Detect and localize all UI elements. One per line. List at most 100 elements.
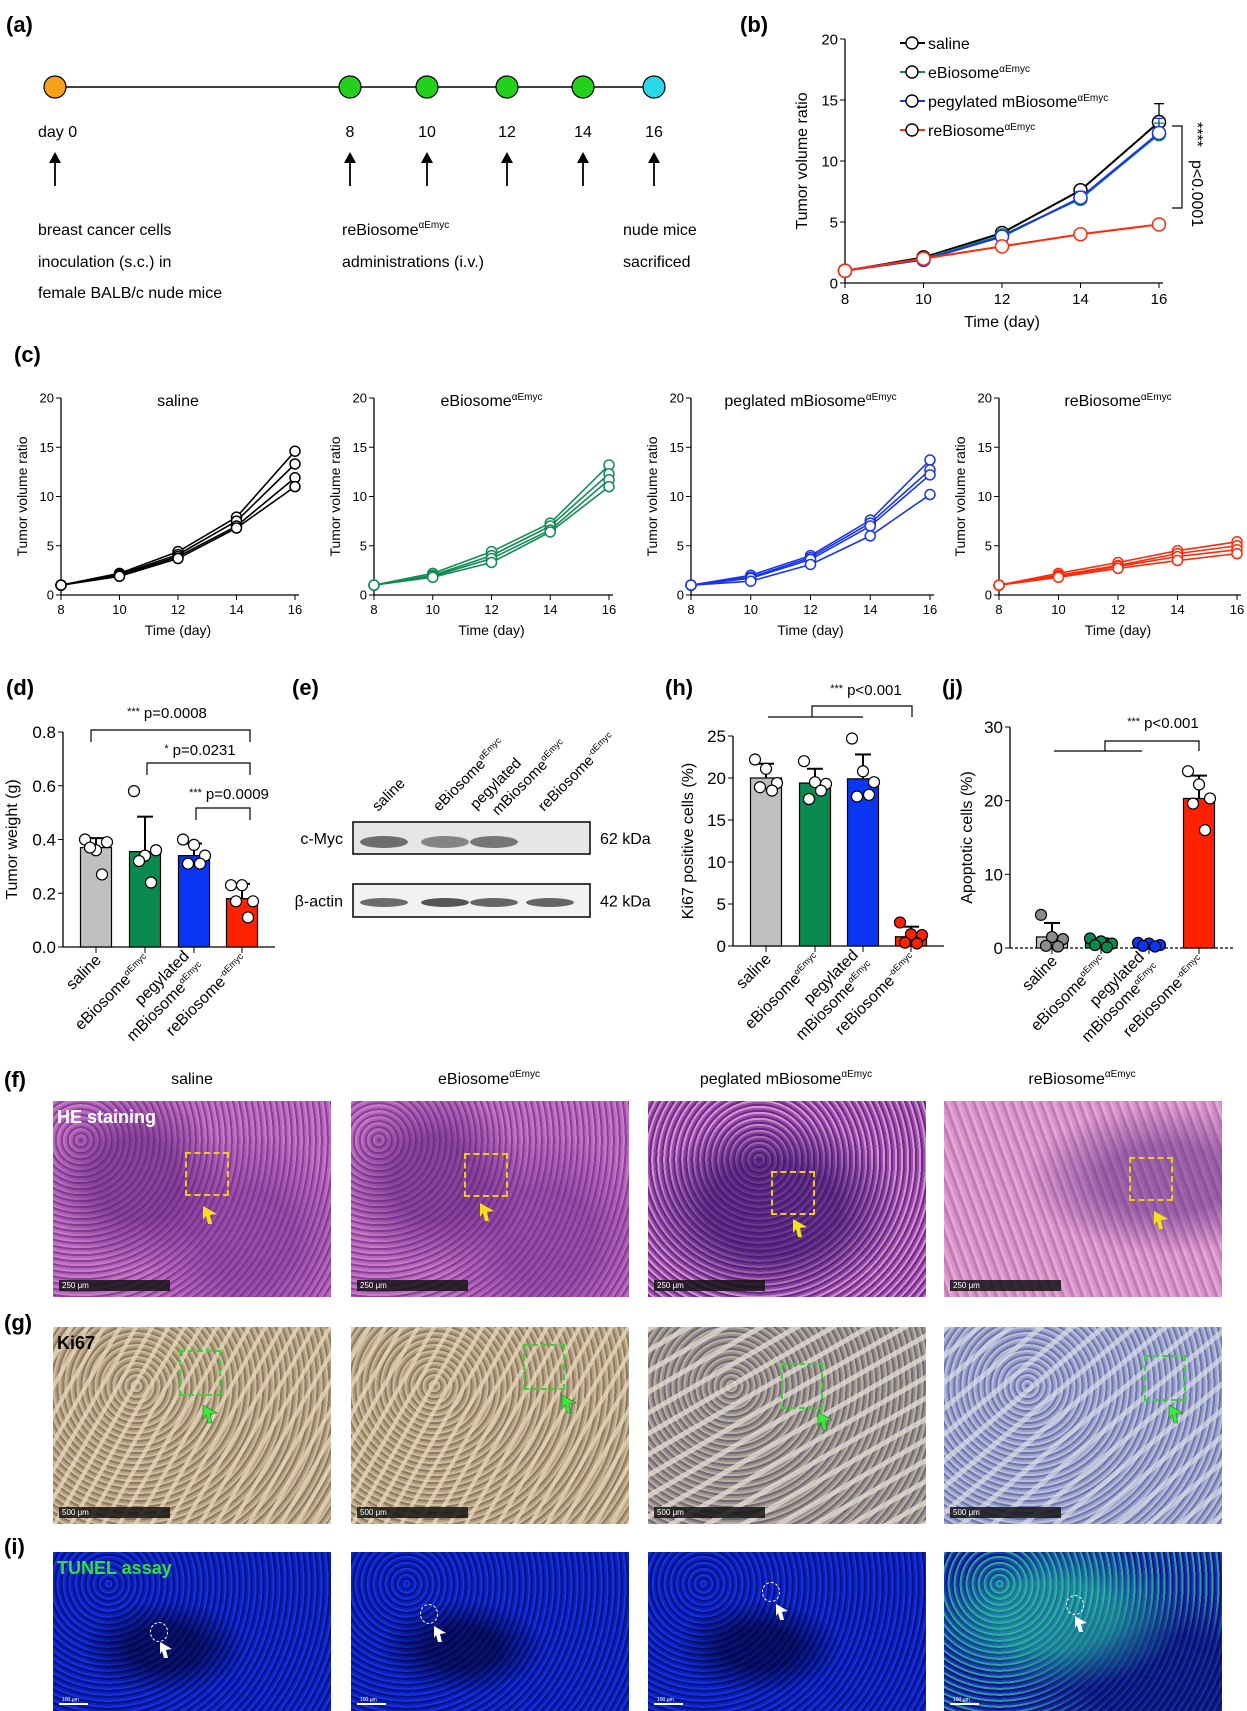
chart-title: saline — [157, 393, 199, 410]
micrograph-title-ebiosome: eBiosomeαEmyc — [438, 1069, 540, 1088]
data-point — [898, 936, 912, 949]
tunel-image-rebiosome: 100 μm — [944, 1552, 1222, 1711]
data-point-series-2 — [924, 469, 936, 481]
significance-stars: *** — [830, 683, 844, 695]
data-point — [235, 879, 249, 892]
protein-label: c-Myc — [300, 831, 343, 848]
data-point-series-3 — [1073, 226, 1088, 242]
chart-title-sup: αEmyc — [1141, 392, 1172, 403]
panel-label-b: (b) — [740, 12, 768, 37]
up-arrow-head-icon — [49, 152, 61, 163]
data-point-series-2 — [1151, 125, 1167, 141]
administration-name: reBiosome — [342, 222, 419, 239]
y-tick-label: 20 — [707, 769, 726, 788]
chart-title-main: reBiosome — [1064, 393, 1141, 410]
legend-label-main: pegylated mBiosome — [928, 94, 1078, 111]
data-point-series-2 — [1073, 190, 1088, 205]
data-point-series-3 — [916, 251, 931, 266]
timepoint-marker — [43, 75, 67, 99]
chart-c-pegylated: 0 5 10 15 20 8 10 12 14 16 Time (day) Tumor volume … — [644, 391, 937, 638]
x-tick-label: 16 — [602, 602, 616, 617]
timeline-panel: day 0 8 10 12 14 16 breast cancer cells inocu… — [38, 75, 697, 302]
data-point-series-2 — [864, 520, 876, 532]
x-tick-label: 16 — [1151, 291, 1168, 308]
x-tick-label: saline — [733, 951, 775, 993]
data-point — [748, 753, 762, 766]
data-point-series-3 — [1231, 547, 1243, 560]
protein-band — [470, 898, 518, 907]
y-tick-label: 5 — [985, 538, 992, 553]
up-arrow-head-icon — [421, 152, 433, 163]
tunel-image-saline: TUNEL assay 100 μm — [53, 1552, 331, 1711]
roi-box — [781, 1363, 823, 1409]
inoculation-text-1: breast cancer cells — [38, 222, 171, 239]
data-point — [867, 776, 881, 789]
x-tick-label: 14 — [863, 602, 877, 617]
scale-bar: 100 μm — [950, 1697, 979, 1705]
p-value-label: p<0.0001 — [1188, 160, 1205, 227]
data-point-series-3 — [603, 480, 615, 493]
y-tick-label: 0 — [47, 588, 54, 603]
x-tick-label: 14 — [1170, 602, 1184, 617]
lane-label: saline — [369, 775, 409, 815]
y-axis-title: Ki67 positive cells (%) — [680, 763, 697, 920]
roi-box — [179, 1350, 221, 1396]
data-point — [229, 895, 243, 908]
x-tick-label: 12 — [484, 602, 498, 617]
title-sup: αEmyc — [509, 1069, 540, 1080]
ki67-image-rebiosome: 500 μm — [944, 1327, 1222, 1524]
y-tick-label: 0 — [830, 275, 838, 292]
y-tick-label: 5 — [47, 538, 54, 553]
sacrifice-text-1: nude mice — [623, 222, 697, 239]
scale-bar: 250 μm — [357, 1280, 468, 1291]
y-axis-title: Tumor volume ratio — [644, 436, 660, 556]
chart-title: peglated mBiosomeαEmyc — [724, 392, 896, 410]
bar-0 — [749, 777, 783, 947]
x-tick-label: 16 — [1230, 602, 1244, 617]
p-value-label: p=0.0009 — [206, 786, 269, 803]
data-point — [845, 732, 859, 745]
significance-bracket — [195, 807, 251, 820]
roi-circle — [420, 1604, 438, 1624]
lane-label-main: saline — [369, 775, 409, 815]
data-point-series-3 — [1112, 562, 1124, 575]
scale-bar: 500 μm — [950, 1507, 1061, 1518]
title-sup: αEmyc — [841, 1069, 872, 1080]
chart-title-main: saline — [157, 393, 199, 410]
y-axis-title: Tumor volume ratio — [952, 436, 968, 556]
title-main: eBiosome — [438, 1071, 509, 1088]
protein-band — [421, 898, 469, 907]
y-tick-label: 15 — [40, 440, 54, 455]
data-point — [1148, 940, 1162, 953]
y-tick-label: 10 — [707, 853, 726, 872]
data-point-series-3 — [230, 522, 243, 534]
y-tick-label: 20 — [821, 31, 838, 48]
data-point — [1198, 824, 1212, 837]
x-tick-label: 10 — [112, 602, 126, 617]
y-tick-label: 0 — [360, 588, 367, 603]
chart-b-tumor-volume-mean: 0 5 10 15 20 8 10 12 14 16 Time (day) Tumor volume … — [794, 31, 1205, 331]
x-tick-label-sup: αEmyc — [792, 950, 819, 977]
x-tick-label-sup: αEmyc — [1078, 952, 1105, 979]
data-point — [1203, 792, 1217, 805]
data-point-series-0 — [289, 445, 301, 457]
he-staining-label: HE staining — [57, 1107, 157, 1127]
x-tick-label: 10 — [744, 602, 758, 617]
data-point — [856, 765, 870, 778]
legend-marker — [905, 123, 919, 137]
roi-box — [523, 1344, 565, 1390]
series-line-2 — [373, 479, 610, 586]
data-point-series-3 — [368, 579, 380, 591]
data-point — [1039, 939, 1053, 952]
data-point-series-3 — [837, 263, 853, 279]
administration-sup: αEmyc — [418, 220, 449, 231]
data-point-series-3 — [172, 552, 184, 565]
data-point — [181, 857, 195, 870]
chart-title: eBiosomeαEmyc — [441, 392, 543, 410]
legend-marker — [905, 36, 919, 50]
data-point — [765, 784, 779, 797]
x-tick-label-main: saline — [1019, 953, 1061, 995]
y-tick-label: 15 — [353, 440, 367, 455]
data-point-series-3 — [864, 530, 876, 542]
